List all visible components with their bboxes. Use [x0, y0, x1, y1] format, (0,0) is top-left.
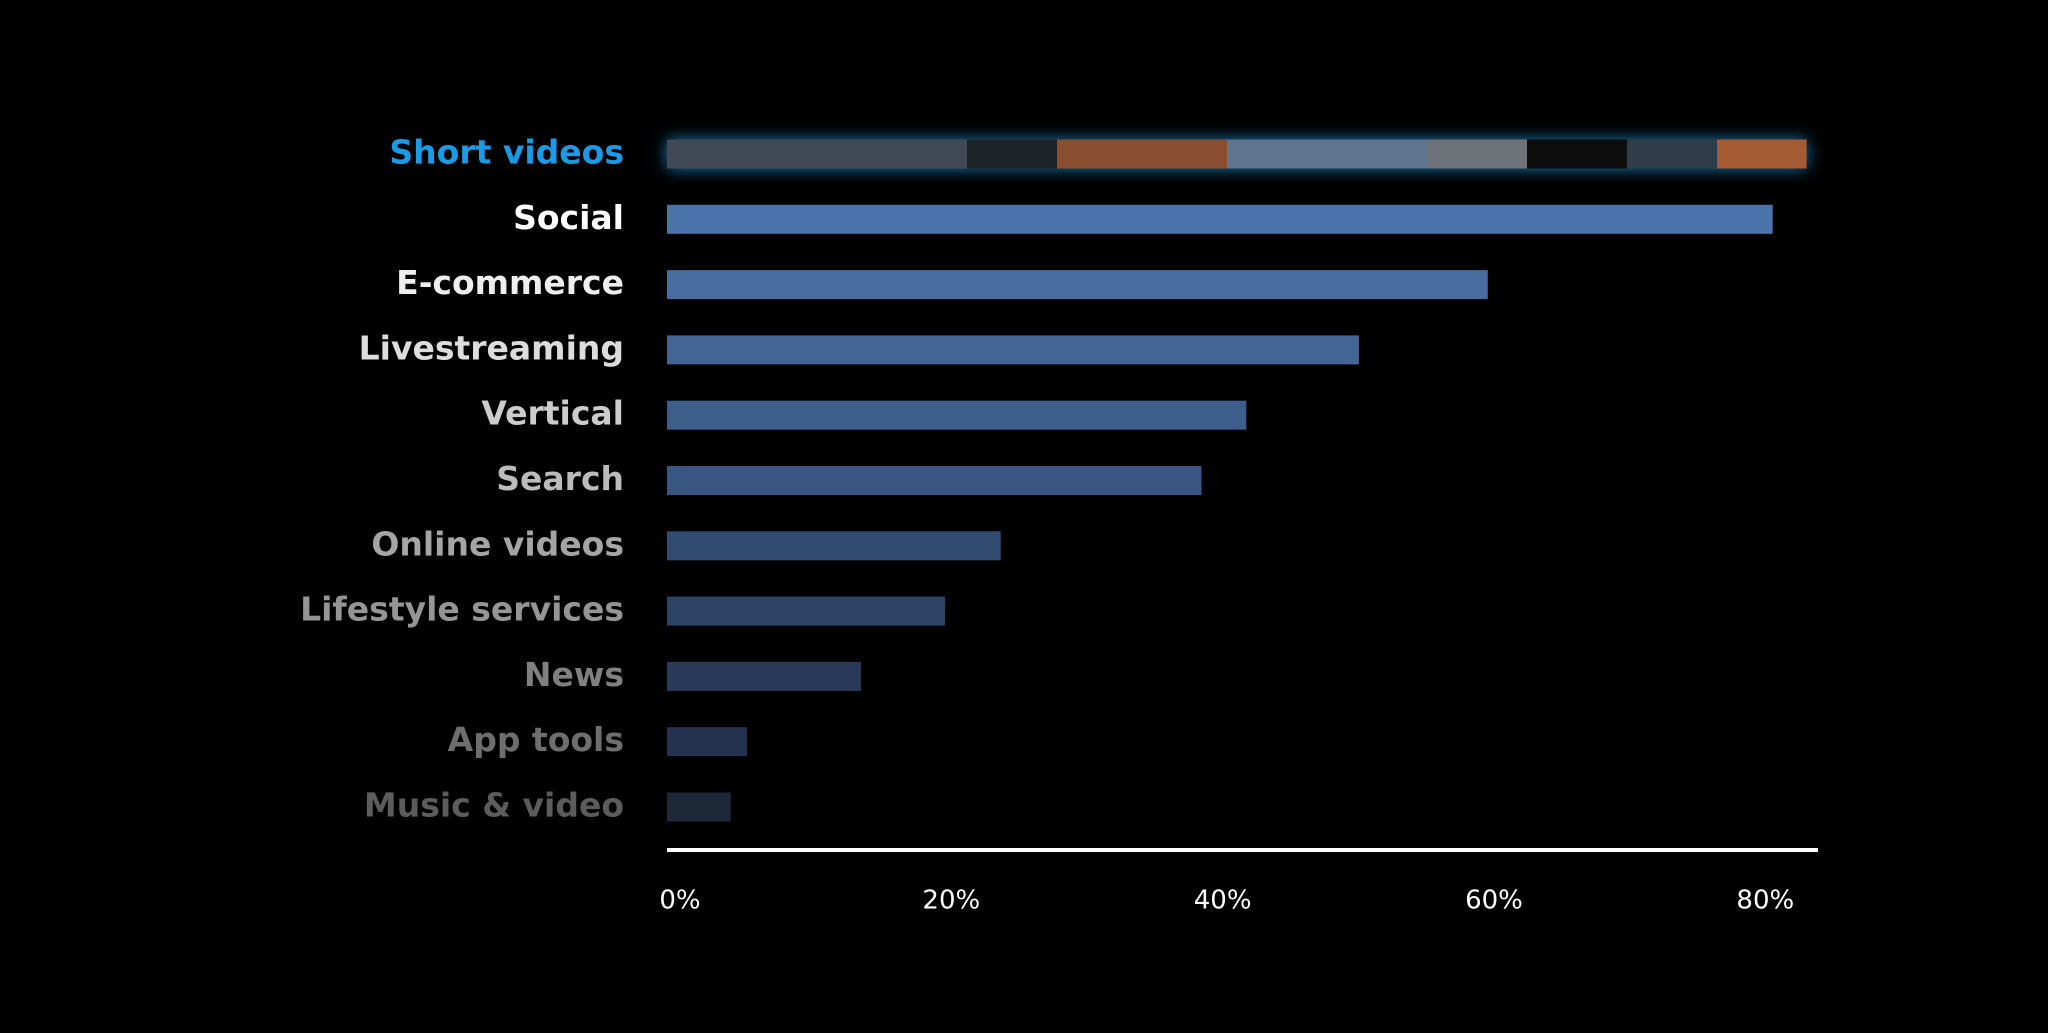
bar: [667, 270, 1488, 300]
category-label: News: [524, 655, 624, 694]
bar: [667, 727, 748, 757]
bar: [667, 596, 946, 626]
category-label: Music & video: [364, 786, 624, 825]
category-label: App tools: [448, 720, 624, 759]
category-label: Online videos: [371, 524, 624, 563]
bar: [667, 139, 1807, 169]
bar: [667, 400, 1247, 430]
x-tick-label: 20%: [922, 886, 980, 916]
category-label: Vertical: [481, 394, 624, 433]
bar: [667, 335, 1359, 365]
bar: [667, 792, 731, 822]
bar: [667, 531, 1001, 561]
bar: [667, 466, 1202, 495]
x-tick-label: 60%: [1465, 886, 1523, 916]
category-label: E-commerce: [396, 263, 624, 302]
category-label: Short videos: [389, 133, 624, 172]
x-tick-label: 40%: [1194, 886, 1252, 916]
bar: [667, 661, 861, 691]
category-label: Search: [496, 459, 624, 498]
x-tick-label: 0%: [659, 886, 700, 916]
category-label: Social: [513, 198, 624, 237]
bar: [667, 204, 1773, 234]
category-label: Lifestyle services: [300, 590, 624, 629]
x-tick-label: 80%: [1736, 886, 1794, 916]
category-label: Livestreaming: [359, 328, 624, 367]
